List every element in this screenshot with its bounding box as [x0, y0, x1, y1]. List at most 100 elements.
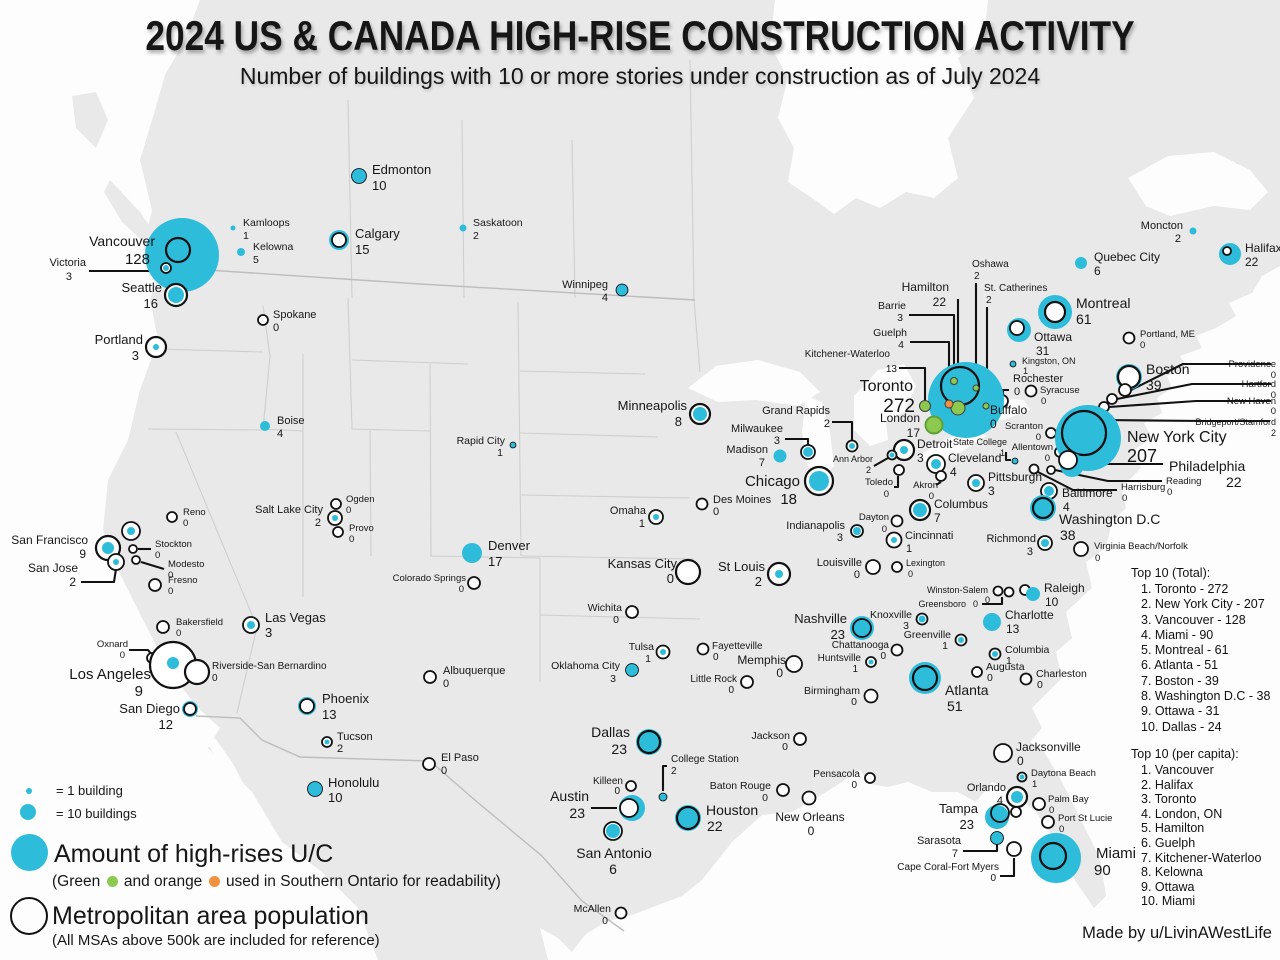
city-marker-las-vegas: [242, 616, 260, 634]
city-value-los-angeles: 9: [135, 683, 143, 700]
city-marker-charlotte: [983, 613, 1001, 631]
city-value-st-catherines: 2: [986, 295, 992, 306]
city-label-dallas: Dallas: [591, 724, 630, 740]
city-value-greensboro: 0: [973, 599, 978, 609]
city-value-sarasota: 7: [952, 848, 958, 860]
city-value-knoxville: 3: [903, 620, 909, 632]
city-label-daytona-beach: Daytona Beach: [1031, 768, 1096, 779]
city-value-tulsa: 1: [645, 653, 651, 665]
top10-total-item: 2. New York City - 207: [1141, 597, 1265, 612]
city-label-guelph: Guelph: [873, 327, 907, 339]
city-value-des-moines: 0: [713, 506, 719, 518]
city-marker-colorado-springs: [467, 576, 481, 590]
city-value-ann-arbor: 2: [866, 465, 871, 475]
city-marker-sarasota: [990, 831, 1004, 845]
city-label-ogden: Ogden: [346, 494, 375, 505]
city-value-mcallen: 0: [602, 915, 608, 927]
city-value-cincinnati: 1: [906, 543, 912, 555]
city-value-cleveland: 4: [950, 465, 957, 479]
city-label-augusta: Augusta: [986, 661, 1025, 673]
city-label-charleston: Charleston: [1036, 668, 1087, 680]
city-label-chicago: Chicago: [745, 473, 800, 490]
city-value-detroit: 3: [917, 451, 924, 465]
city-value-san-jose: 2: [69, 575, 76, 589]
city-marker-portland: [144, 335, 168, 359]
city-label-state-college: State College: [953, 437, 1007, 447]
city-value-louisville: 0: [854, 569, 860, 581]
city-marker-winston-salem: [992, 585, 1004, 597]
city-label-lexington: Lexington: [906, 558, 945, 568]
city-value-palm-bay: 0: [1049, 805, 1054, 816]
city-label-kitchener-waterloo: Kitchener-Waterloo: [805, 349, 891, 360]
city-label-kelowna: Kelowna: [253, 241, 293, 253]
city-marker-philadelphia: [1058, 450, 1084, 477]
city-label-wichita: Wichita: [588, 602, 623, 614]
city-value-oklahoma-city: 3: [610, 673, 616, 685]
leader-line: [909, 313, 956, 377]
city-value-richmond: 3: [1027, 546, 1033, 558]
city-marker-san-antonio: [603, 821, 623, 841]
city-marker-honolulu: [307, 781, 323, 797]
city-marker-augusta: [971, 666, 983, 678]
leader-line: [894, 476, 900, 489]
city-value-reading: 0: [1167, 487, 1172, 498]
city-label-st-louis: St Louis: [718, 559, 765, 574]
city-label-calgary: Calgary: [355, 226, 400, 241]
city-marker-tulsa: [655, 644, 671, 660]
city-marker-grand-rapids: [845, 439, 859, 453]
city-label-cape-coral-fort-myers: Cape Coral-Fort Myers: [897, 862, 999, 873]
readability-suffix: used in Southern Ontario for readability…: [225, 873, 501, 890]
city-label-oklahoma-city: Oklahoma City: [551, 660, 621, 672]
city-label-new-haven: New Haven: [1227, 396, 1276, 407]
city-marker-daytona-beach: [1016, 771, 1028, 783]
city-label-winston-salem: Winston-Salem: [927, 585, 988, 595]
city-value-greenville: 1: [942, 640, 948, 652]
leader-line: [140, 560, 165, 571]
leader-line: [982, 597, 1004, 606]
city-label-knoxville: Knoxville: [870, 609, 912, 621]
city-value-vancouver: 128: [125, 251, 150, 268]
city-value-port-st-lucie: 0: [1059, 824, 1064, 835]
city-marker-spokane: [257, 314, 269, 326]
city-marker-calgary: [329, 230, 349, 250]
leader-line: [935, 481, 942, 486]
city-marker-killeen: [625, 780, 637, 792]
city-marker-victoria: [160, 262, 172, 274]
city-marker-orlando: [1005, 785, 1029, 809]
city-value-pittsburgh: 3: [988, 484, 995, 498]
header: 2024 US & CANADA HIGH-RISE CONSTRUCTION …: [0, 12, 1280, 90]
city-label-baton-rouge: Baton Rouge: [710, 780, 771, 792]
city-label-columbus: Columbus: [934, 497, 988, 511]
city-label-denver: Denver: [488, 538, 531, 553]
city-value-new-york-city: 207: [1127, 446, 1157, 466]
city-marker-nashville: [850, 616, 874, 640]
city-value-montreal: 61: [1076, 311, 1092, 327]
city-value-milwaukee: 3: [774, 435, 780, 447]
city-marker-baton-rouge: [776, 783, 790, 797]
city-value-hartford: 0: [1271, 390, 1276, 401]
city-value-philadelphia: 22: [1226, 474, 1242, 490]
city-marker-ann-arbor: [886, 449, 898, 461]
city-value-san-antonio: 6: [609, 861, 617, 877]
landmass-north-america: [103, 0, 1280, 960]
city-value-reno: 0: [183, 518, 188, 529]
top10-per-capita-item: 4. London, ON: [1141, 806, 1223, 821]
city-label-reading: Reading: [1166, 476, 1201, 487]
city-marker-st-louis: [766, 561, 792, 587]
city-value-boston: 39: [1146, 377, 1162, 393]
city-marker-jacksonville: [993, 743, 1013, 763]
top10-total-header: Top 10 (Total):: [1131, 566, 1211, 580]
city-label-seattle: Seattle: [122, 280, 162, 295]
city-value-oxnard: 0: [120, 650, 125, 661]
legend-pop-label: Metropolitan area population: [52, 902, 369, 930]
city-label-quebec-city: Quebec City: [1094, 250, 1160, 264]
city-label-allentown: Allentown: [1012, 442, 1053, 453]
city-label-jackson: Jackson: [751, 730, 790, 742]
city-value-moncton: 2: [1175, 233, 1181, 245]
top10-total-item: 7. Boston - 39: [1141, 673, 1219, 688]
city-value-jackson: 0: [782, 741, 788, 753]
city-marker-san-jose: [107, 553, 125, 571]
readability-mid: and orange: [123, 873, 203, 890]
city-label-reno: Reno: [183, 507, 206, 518]
